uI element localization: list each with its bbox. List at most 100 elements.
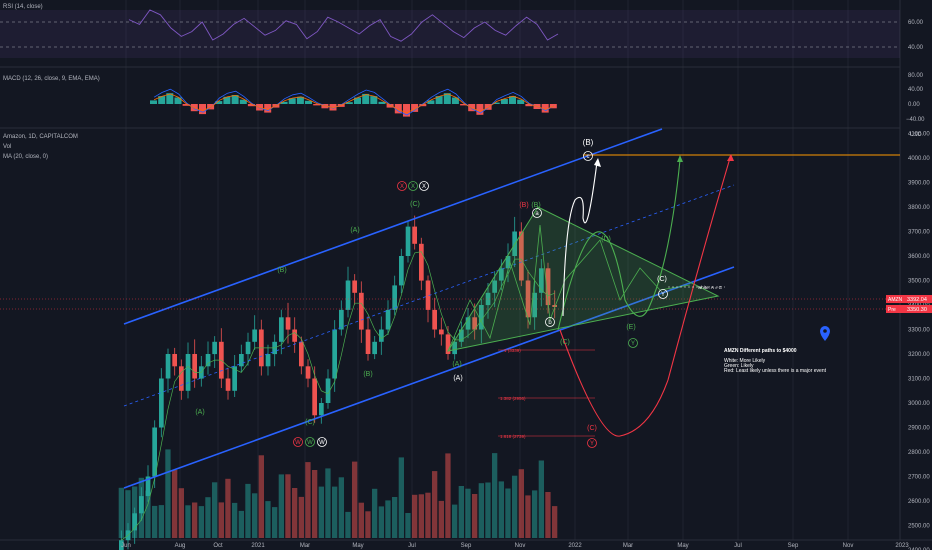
triangle-inner-wave [447, 224, 691, 352]
candle-body [159, 378, 164, 428]
macd-bar [427, 100, 435, 104]
x-tick: Mar [623, 543, 633, 549]
macd-bar [403, 104, 410, 117]
candle-body [425, 280, 431, 310]
main-title[interactable]: Amazon, 1D, CAPITALCOM [3, 134, 78, 140]
triangle-pattern[interactable] [446, 206, 720, 352]
wave-a-white: (A) [453, 375, 462, 382]
annotation-line-green: Green: Likely [724, 363, 754, 369]
price-tag-amzn-value: 3392.04 [907, 297, 927, 303]
volume-bar [398, 457, 404, 538]
x-tick: May [352, 543, 363, 549]
candle-body [445, 334, 451, 354]
annotation-line-red: Red: Least likely unless there is a majo… [724, 368, 827, 374]
candle-body [365, 329, 371, 354]
red-path[interactable] [559, 157, 731, 437]
candle-body [499, 268, 504, 281]
volume-bar [225, 478, 231, 538]
macd-bar [411, 104, 419, 112]
candle-body [319, 403, 324, 416]
candle-body [465, 317, 471, 330]
macd-bar [166, 93, 174, 104]
volume-bar [125, 490, 131, 538]
macd-bar [354, 97, 361, 104]
volume-bar [152, 505, 158, 538]
location-pin-icon[interactable] [820, 326, 830, 341]
macd-bar [182, 104, 190, 106]
candle-body [325, 378, 331, 403]
a-equals-c-label: white: A = C [698, 285, 723, 290]
wave-a-green-3: (A) [452, 361, 461, 368]
volume-bar [518, 469, 524, 538]
volume-bar [405, 513, 411, 538]
volume-bar [358, 502, 364, 538]
green-path[interactable] [557, 159, 681, 331]
candle-body [479, 305, 484, 330]
volume-bar [318, 486, 324, 538]
volume-bar [118, 487, 124, 538]
candle-body [439, 329, 444, 335]
fib-label-1: 1 (3339) [504, 348, 521, 353]
wave-x-white: X [422, 184, 426, 190]
volume-bar [425, 492, 431, 538]
macd-bar [476, 104, 484, 115]
channel-lower-line[interactable] [123, 266, 735, 489]
macd-bar [305, 100, 312, 104]
x-tick: 2023 [895, 543, 909, 549]
price-axis[interactable]: 4100.00 4000.00 3900.00 3800.00 3700.00 3600.… [908, 132, 930, 550]
candle-body [392, 285, 397, 310]
rsi-label[interactable]: RSI (14, close) [3, 4, 43, 10]
ma-label[interactable]: MA (20, close, 0) [3, 154, 48, 160]
macd-bar [174, 97, 182, 104]
wave-c-top: c [587, 154, 590, 160]
candle-body [399, 256, 404, 286]
volume-bar [445, 453, 451, 538]
location-pin-dot [823, 329, 827, 333]
time-axis[interactable]: Jun Aug Oct 2021 Mar May Jul Sep Nov 202… [121, 543, 909, 549]
candle-body [452, 341, 457, 355]
candle-body [245, 341, 251, 355]
volume-bar [185, 505, 191, 538]
x-tick: Nov [515, 543, 526, 549]
volume-bar [545, 492, 551, 538]
candle-body [179, 366, 184, 391]
volume-bar [232, 502, 238, 538]
channel-mid-line[interactable] [123, 184, 735, 407]
wave-y-green: Y [631, 341, 635, 347]
candle-body [205, 354, 211, 367]
candle-body [132, 513, 137, 531]
wave-circles [293, 151, 668, 448]
candle-body [532, 292, 537, 318]
volume-bar [338, 477, 344, 538]
channel-upper-line[interactable] [123, 128, 663, 325]
candle-body [419, 243, 424, 281]
wave-c-green-2: (C) [410, 201, 420, 208]
volume-label[interactable]: Vol [3, 144, 11, 150]
volume-bar [218, 502, 224, 538]
candle-body [152, 427, 157, 477]
macd-bar [231, 95, 239, 104]
volume-bar [305, 462, 311, 538]
red-path-arrow [727, 154, 734, 161]
x-tick: Sep [461, 543, 472, 549]
price-tick: 3600.00 [908, 254, 930, 260]
volume-bar [312, 470, 318, 538]
macd-bar [509, 96, 516, 104]
price-tick: 2800.00 [908, 450, 930, 456]
macd-bar [280, 101, 288, 104]
volume-bar [285, 474, 291, 538]
volume-bar [332, 486, 338, 538]
price-tick: 2400.00 [908, 548, 930, 550]
volume-bar [238, 510, 244, 538]
macd-label[interactable]: MACD (12, 26, close, 9, EMA, EMA) [3, 76, 100, 82]
macd-tick-80: 80.00 [908, 73, 924, 79]
volume-bar [372, 488, 378, 538]
candle-body [459, 329, 464, 342]
volume-bar [378, 506, 384, 538]
annotation-line-white: White: More Likely [724, 358, 766, 364]
white-path[interactable] [562, 161, 598, 317]
x-tick: Jul [734, 543, 742, 549]
volume-bar [345, 511, 351, 538]
price-tick: 4100.00 [908, 132, 930, 138]
